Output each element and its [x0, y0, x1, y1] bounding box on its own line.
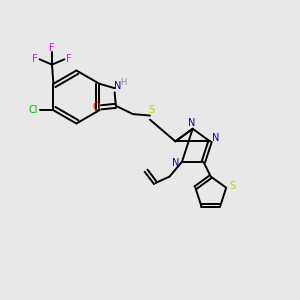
Text: S: S	[148, 105, 154, 115]
Text: Cl: Cl	[29, 105, 38, 115]
Text: N: N	[114, 81, 121, 92]
Text: F: F	[49, 43, 55, 52]
Text: O: O	[93, 102, 100, 112]
Text: S: S	[230, 181, 236, 191]
Text: N: N	[212, 134, 220, 143]
Text: N: N	[172, 158, 180, 168]
Text: N: N	[188, 118, 196, 128]
Text: F: F	[66, 54, 72, 64]
Text: F: F	[32, 54, 38, 64]
Text: H: H	[120, 78, 127, 87]
